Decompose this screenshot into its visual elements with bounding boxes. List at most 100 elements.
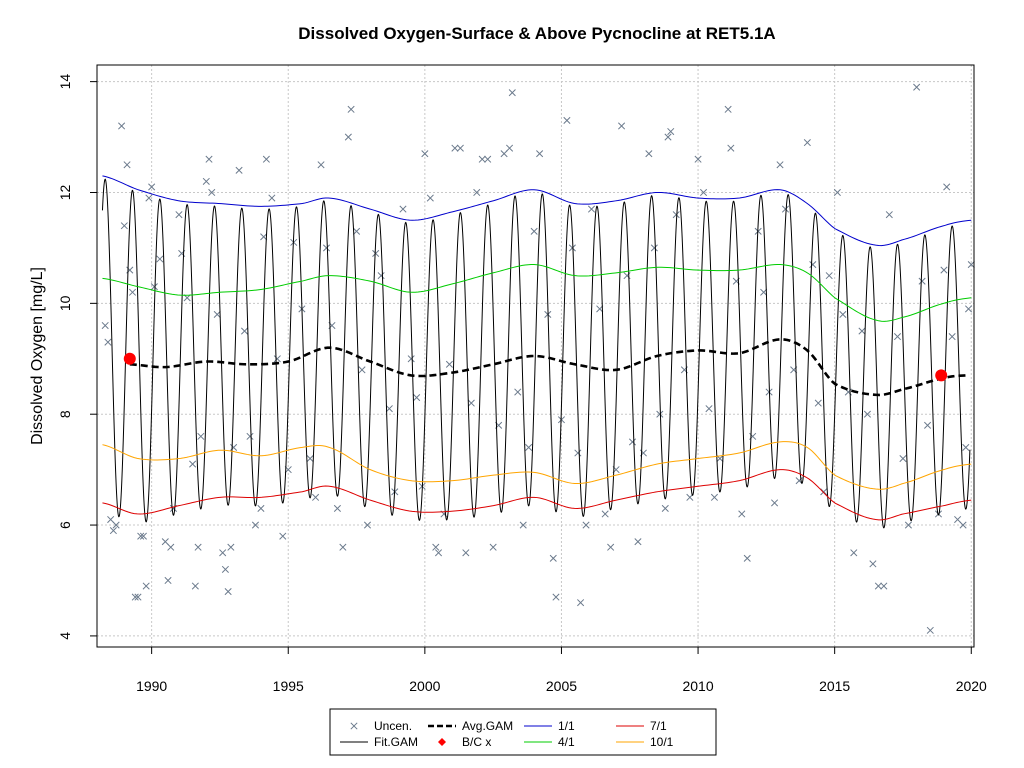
- uncensored-point: [924, 421, 932, 429]
- uncensored-point: [251, 521, 260, 529]
- uncensored-point: [869, 560, 877, 568]
- uncensored-point: [618, 122, 626, 130]
- x-tick-label: 1995: [273, 678, 304, 694]
- uncensored-point: [134, 593, 142, 601]
- uncensored-point: [489, 543, 497, 551]
- uncensored-point: [279, 532, 287, 540]
- uncensored-point: [899, 454, 907, 463]
- uncensored-point: [432, 543, 440, 551]
- legend-label: Uncen.: [374, 719, 412, 733]
- legend-label: B/C x: [462, 735, 491, 749]
- uncensored-point: [549, 554, 557, 562]
- uncensored-point: [175, 211, 183, 219]
- uncensored-point: [743, 554, 751, 562]
- uncensored-point: [445, 360, 453, 368]
- uncensored-point: [352, 227, 361, 235]
- legend-box: [329, 708, 717, 756]
- y-tick-label: 8: [57, 410, 73, 418]
- y-axis-label: Dissolved Oxygen [mg/L]: [29, 267, 46, 445]
- uncensored-point: [194, 543, 202, 551]
- uncensored-point: [601, 510, 609, 518]
- uncensored-point: [167, 543, 175, 551]
- uncensored-point: [839, 310, 847, 318]
- uncensored-point: [230, 443, 238, 452]
- uncensored-point: [814, 399, 822, 407]
- uncensored-point: [123, 161, 131, 169]
- grid: [97, 65, 974, 647]
- uncensored-point: [656, 410, 664, 418]
- x-tick-label: 2010: [682, 678, 713, 694]
- legend-label: Fit.GAM: [374, 735, 418, 749]
- y-tick-label: 4: [57, 632, 73, 640]
- uncensored-point: [246, 432, 254, 440]
- uncensored-point: [128, 288, 137, 296]
- uncensored-point: [940, 266, 948, 274]
- uncensored-point: [150, 283, 158, 291]
- uncensored-point: [208, 188, 216, 197]
- uncensored-point: [577, 599, 585, 607]
- uncensored-point: [661, 504, 669, 512]
- uncensored-point: [213, 310, 221, 318]
- uncensored-point: [525, 443, 533, 452]
- uncensored-point: [664, 133, 672, 141]
- uncensored-point: [107, 515, 115, 524]
- legend-item: 4/1: [524, 735, 575, 749]
- uncensored-point: [508, 89, 516, 97]
- uncensored-point: [478, 155, 486, 163]
- plot-frame: [96, 64, 975, 648]
- uncensored-point: [738, 510, 746, 518]
- uncensored-point: [484, 155, 492, 163]
- uncensored-point: [137, 532, 145, 540]
- uncensored-point: [109, 527, 117, 535]
- uncensored-point: [322, 244, 331, 252]
- legend-item: 10/1: [616, 735, 674, 749]
- uncensored-point: [467, 399, 475, 407]
- x-tick-label: 2000: [409, 678, 440, 694]
- uncensored-point: [885, 211, 893, 219]
- uncensored-point: [552, 593, 560, 601]
- uncensored-point: [850, 549, 858, 557]
- uncensored-point: [273, 355, 281, 363]
- uncensored-point: [962, 443, 970, 452]
- uncensored-point: [235, 166, 243, 174]
- uncensored-point: [825, 272, 833, 280]
- uncensored-point: [820, 488, 828, 496]
- uncensored-point: [727, 144, 735, 152]
- legend-label: Avg.GAM: [462, 719, 513, 733]
- series-line-1-1: [102, 175, 972, 247]
- legend-item: Uncen.: [350, 719, 412, 733]
- uncensored-point: [434, 549, 443, 557]
- uncensored-point: [118, 122, 126, 130]
- uncensored-point: [156, 255, 164, 263]
- uncensored-point: [959, 521, 967, 529]
- uncensored-point: [863, 410, 872, 418]
- uncensored-point: [530, 227, 538, 235]
- x-tick-label: 2015: [819, 678, 850, 694]
- uncensored-point: [710, 493, 719, 501]
- uncensored-point: [344, 133, 352, 141]
- uncensored-point: [257, 504, 265, 512]
- uncensored-point: [268, 194, 276, 202]
- uncensored-point: [514, 388, 522, 396]
- uncensored-point: [650, 244, 658, 252]
- x-tick-label: 2020: [956, 678, 987, 694]
- uncensored-point: [224, 588, 232, 596]
- uncensored-point: [221, 565, 229, 573]
- uncensored-point: [227, 543, 235, 551]
- uncensored-point: [462, 549, 470, 557]
- plot-area: [101, 83, 975, 634]
- uncensored-point: [500, 150, 508, 158]
- legend: Uncen. Fit.GAM Avg.GAM B/C x 1/1 4/1 7/1 10/1: [329, 708, 717, 756]
- uncensored-point: [306, 454, 314, 463]
- uncensored-point: [363, 521, 372, 529]
- uncensored-point: [776, 161, 784, 169]
- uncensored-point: [312, 493, 320, 501]
- legend-item: 7/1: [616, 719, 667, 733]
- uncensored-point: [904, 521, 912, 529]
- uncensored-point: [705, 405, 713, 413]
- uncensored-point: [645, 150, 653, 158]
- uncensored-point: [587, 205, 596, 213]
- uncensored-point: [413, 394, 421, 402]
- legend-item: B/C x: [438, 735, 491, 749]
